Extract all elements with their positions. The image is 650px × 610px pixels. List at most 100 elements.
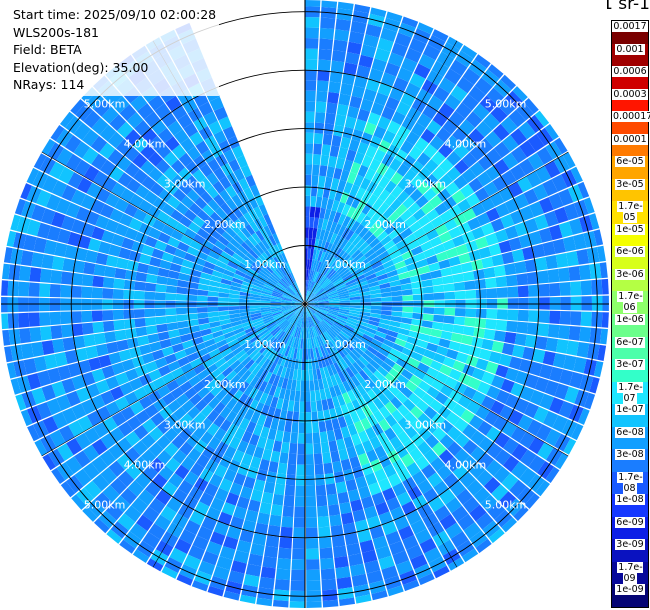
ray-gate-cell — [305, 412, 312, 423]
ray-gate-cell — [380, 377, 393, 389]
ray-gate-cell — [433, 480, 449, 497]
ray-gate-cell — [444, 68, 462, 85]
ray-gate-cell — [309, 217, 315, 228]
ray-gate-cell — [349, 334, 361, 343]
ray-gate-cell — [427, 95, 444, 111]
ray-gate-cell — [49, 429, 66, 448]
ray-gate-cell — [176, 314, 188, 322]
ray-gate-cell — [445, 181, 460, 196]
ray-gate-cell — [317, 378, 324, 390]
ray-gate-cell — [241, 430, 253, 444]
ray-gate-cell — [360, 262, 372, 271]
ray-gate-cell — [278, 280, 288, 289]
ray-gate-cell — [549, 397, 564, 414]
ray-gate-cell — [316, 310, 327, 316]
ray-gate-cell — [291, 283, 298, 293]
ray-gate-cell — [135, 409, 150, 425]
ray-gate-cell — [28, 312, 40, 327]
ray-gate-cell — [202, 391, 215, 405]
ray-gate-cell — [231, 194, 243, 207]
ray-gate-cell — [183, 209, 197, 222]
ray-gate-cell — [380, 361, 393, 373]
ray-gate-cell — [544, 210, 559, 227]
ray-gate-cell — [57, 365, 72, 381]
ray-gate-cell — [507, 286, 519, 298]
ray-gate-cell — [376, 214, 388, 227]
ray-gate-cell — [138, 489, 155, 506]
ray-gate-cell — [493, 123, 510, 141]
ray-gate-cell — [272, 363, 281, 375]
ray-gate-cell — [74, 159, 91, 177]
ray-gate-cell — [307, 301, 319, 304]
ray-gate-cell — [322, 319, 332, 328]
ray-gate-cell — [337, 416, 347, 429]
ray-gate-cell — [282, 308, 293, 313]
ray-gate-cell — [281, 321, 290, 330]
ray-gate-cell — [310, 337, 315, 349]
ray-gate-cell — [197, 312, 209, 319]
ray-gate-cell — [334, 29, 350, 42]
ray-gate-cell — [539, 393, 555, 410]
ray-gate-cell — [273, 313, 284, 320]
ray-gate-cell — [270, 396, 279, 409]
ray-gate-cell — [337, 394, 346, 407]
ray-gate-cell — [299, 401, 305, 413]
ray-gate-cell — [270, 301, 282, 304]
ray-gate-cell — [360, 177, 371, 191]
ray-gate-cell — [396, 266, 409, 275]
ray-gate-cell — [297, 327, 302, 338]
ray-gate-cell — [83, 262, 96, 275]
ray-gate-cell — [368, 320, 380, 327]
ray-gate-cell — [152, 197, 167, 211]
colorbar-tick-label: 1e-09 — [612, 584, 648, 607]
ray-gate-cell — [412, 294, 424, 301]
colorbar-tick-label: 1.7e-05 — [612, 201, 648, 224]
ray-gate-cell — [271, 308, 282, 313]
ray-gate-cell — [328, 244, 337, 255]
ray-gate-cell — [284, 291, 294, 298]
ray-gate-cell — [186, 288, 198, 296]
ray-gate-cell — [330, 258, 339, 269]
ray-gate-cell — [373, 410, 385, 423]
ray-gate-cell — [347, 106, 360, 119]
ray-gate-cell — [228, 293, 240, 299]
ray-gate-cell — [461, 231, 475, 244]
ray-gate-cell — [100, 467, 117, 485]
ray-gate-cell — [504, 263, 517, 276]
ray-gate-cell — [265, 535, 280, 548]
ray-gate-cell — [329, 514, 342, 527]
ray-gate-cell — [149, 256, 162, 268]
ray-gate-cell — [252, 317, 263, 324]
ray-gate-cell — [135, 326, 148, 337]
ray-gate-cell — [283, 275, 292, 286]
ray-gate-cell — [326, 397, 335, 410]
ray-gate-cell — [184, 228, 197, 240]
ray-gate-cell — [220, 323, 232, 330]
ray-gate-cell — [187, 448, 202, 463]
ray-gate-cell — [273, 353, 282, 364]
ray-gate-cell — [366, 345, 378, 356]
ray-gate-cell — [495, 319, 508, 331]
ray-gate-cell — [375, 246, 387, 256]
ray-gate-cell — [333, 545, 348, 558]
ray-gate-cell — [124, 505, 142, 523]
ray-gate-cell — [405, 82, 421, 98]
ray-gate-cell — [316, 80, 329, 92]
ray-gate-cell — [157, 127, 174, 144]
ray-gate-cell — [277, 419, 286, 432]
colorbar-tick-label: 1e-08 — [612, 494, 648, 517]
ray-gate-cell — [297, 316, 302, 328]
ray-gate-cell — [260, 330, 271, 340]
ray-gate-cell — [154, 103, 171, 119]
ray-gate-cell — [177, 504, 194, 520]
range-ring-label: 5.00km — [485, 499, 527, 512]
ray-gate-cell — [330, 339, 340, 350]
ray-gate-cell — [238, 262, 250, 271]
ray-gate-cell — [240, 165, 252, 178]
ray-gate-cell — [39, 312, 51, 326]
ray-gate-cell — [414, 63, 431, 79]
ray-gate-cell — [250, 411, 261, 424]
ray-gate-cell — [312, 260, 318, 271]
ray-gate-cell — [292, 369, 298, 381]
ray-gate-cell — [307, 295, 316, 303]
